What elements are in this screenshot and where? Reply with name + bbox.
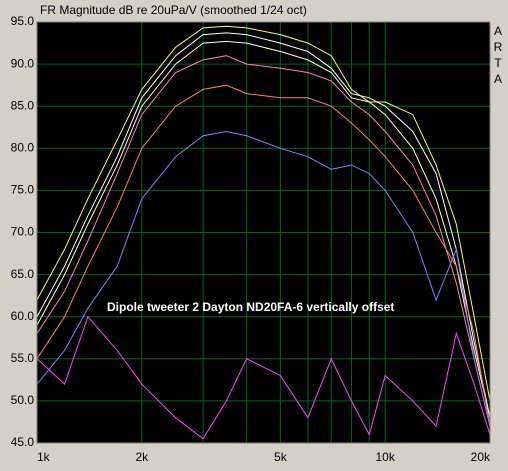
response-curve bbox=[36, 130, 491, 427]
y-tick-label: 90.0 bbox=[11, 56, 35, 70]
side-label: ARTA bbox=[491, 24, 505, 88]
response-curve bbox=[36, 25, 491, 401]
y-tick-label: 80.0 bbox=[11, 140, 35, 154]
y-tick-label: 50.0 bbox=[11, 393, 35, 407]
y-tick-label: 85.0 bbox=[11, 98, 35, 112]
response-curve bbox=[36, 40, 491, 418]
y-tick-label: 65.0 bbox=[11, 267, 35, 281]
response-curve bbox=[36, 55, 491, 427]
y-tick-label: 95.0 bbox=[11, 14, 35, 28]
y-tick-label: 75.0 bbox=[11, 183, 35, 197]
y-tick-label: 45.0 bbox=[11, 435, 35, 449]
x-tick-label: 2k bbox=[135, 450, 149, 464]
response-curve bbox=[36, 315, 491, 440]
response-curve bbox=[36, 32, 491, 418]
plot-border bbox=[36, 21, 491, 444]
response-curve bbox=[36, 84, 491, 427]
annotation: Dipole tweeter 2 Dayton ND20FA-6 vertica… bbox=[107, 300, 394, 314]
x-tick-label: 20k bbox=[471, 450, 491, 464]
x-tick-label: 5k bbox=[274, 450, 288, 464]
chart-title: FR Magnitude dB re 20uPa/V (smoothed 1/2… bbox=[40, 3, 307, 17]
x-tick-label: 10k bbox=[376, 450, 396, 464]
x-tick-label: 1k bbox=[37, 450, 51, 464]
y-tick-label: 70.0 bbox=[11, 225, 35, 239]
y-tick-label: 55.0 bbox=[11, 351, 35, 365]
y-tick-label: 60.0 bbox=[11, 309, 35, 323]
